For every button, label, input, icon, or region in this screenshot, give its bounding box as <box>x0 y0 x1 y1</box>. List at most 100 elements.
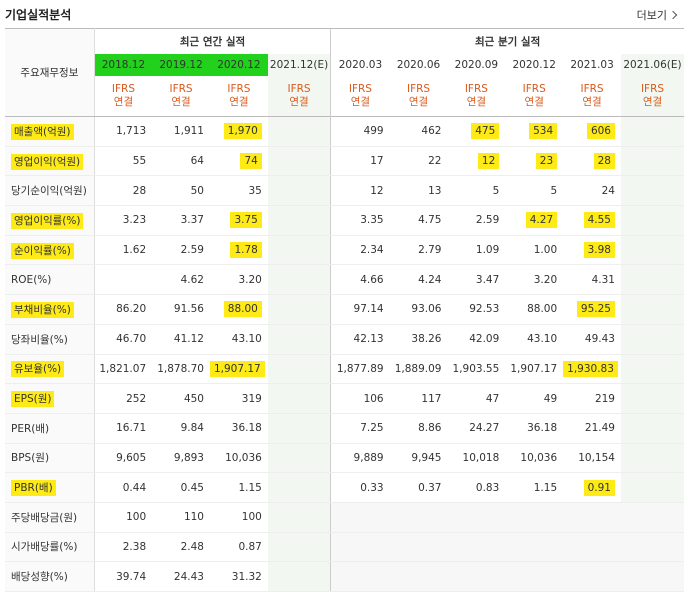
ifrs-tag: IFRS 연결 <box>152 76 210 117</box>
more-link[interactable]: 더보기 <box>637 7 678 23</box>
table-cell: 1,821.07 <box>94 354 153 385</box>
table-row: 당기순이익(억원) 28 50 35 12 13 5 5 24 <box>5 175 684 207</box>
ifrs-label: IFRS <box>464 83 488 95</box>
table-row: 주당배당금(원) 100 110 100 <box>5 501 684 533</box>
cell-value: 92.53 <box>469 303 500 316</box>
table-cell: 28 <box>563 146 621 177</box>
cell-value: 219 <box>594 392 615 405</box>
cell-value: 24 <box>601 184 615 197</box>
table-cell: 21.49 <box>563 413 621 444</box>
table-cell: 2.48 <box>152 532 210 563</box>
table-cell: 95.25 <box>563 294 621 325</box>
ifrs-tag: IFRS 연결 <box>94 76 152 117</box>
table-cell: 1,970 <box>209 116 268 147</box>
side-header: 주요재무정보 <box>5 28 95 117</box>
table-cell <box>267 561 331 592</box>
cell-value: 24.43 <box>173 570 204 583</box>
row-label: PER(배) <box>5 413 95 444</box>
table-cell: 46.70 <box>94 324 153 355</box>
period-annual-2: 2020.12 <box>209 54 268 76</box>
table-cell: 28 <box>94 175 153 207</box>
table-cell: 9,605 <box>94 443 153 474</box>
table-cell <box>267 205 331 236</box>
table-cell: 2.34 <box>330 235 390 266</box>
table-cell: 10,018 <box>447 443 506 474</box>
cell-value: 43.10 <box>231 333 262 346</box>
row-label: 영업이익률(%) <box>5 205 95 236</box>
table-cell <box>267 146 331 177</box>
ifrs-label: IFRS <box>111 83 136 95</box>
ifrs-label: IFRS <box>522 83 546 95</box>
row-label-text: 당좌비율(%) <box>11 333 68 346</box>
ifrs-basis: 연결 <box>350 96 371 108</box>
cell-value: 252 <box>126 392 147 405</box>
ifrs-tag: IFRS 연결 <box>267 76 331 117</box>
financial-table: 주요재무정보 최근 연간 실적 최근 분기 실적 2018.12 2019.12 2… <box>5 28 684 592</box>
table-cell: 4.75 <box>389 205 448 236</box>
table-cell: 1,877.89 <box>330 354 390 385</box>
cell-value: 1,903.55 <box>452 362 500 375</box>
table-cell: 7.25 <box>330 413 390 444</box>
table-cell: 1,930.83 <box>563 354 621 385</box>
cell-value: 24.27 <box>469 422 500 435</box>
table-cell <box>620 532 684 563</box>
table-cell: 5 <box>447 175 506 207</box>
ifrs-basis: 연결 <box>582 96 602 108</box>
cell-value: 8.86 <box>418 422 442 435</box>
cell-value: 95.25 <box>576 301 615 318</box>
cell-value: 1,821.07 <box>99 362 147 375</box>
cell-value: 7.25 <box>360 422 384 435</box>
table-cell <box>330 561 390 592</box>
cell-value: 74 <box>240 153 262 170</box>
table-row: 영업이익률(%) 3.23 3.37 3.75 3.35 4.75 2.59 4.27 4.55 <box>5 205 684 236</box>
ifrs-basis: 연결 <box>642 96 663 108</box>
cell-value: 46.70 <box>116 333 147 346</box>
table-cell: 22 <box>389 146 448 177</box>
cell-value: 49 <box>543 392 558 405</box>
table-cell: 86.20 <box>94 294 153 325</box>
table-cell: 9.84 <box>152 413 210 444</box>
cell-value: 49.43 <box>584 333 615 346</box>
table-cell: 4.27 <box>505 205 564 236</box>
table-cell: 93.06 <box>389 294 448 325</box>
table-cell <box>447 532 506 563</box>
table-row: BPS(원) 9,605 9,893 10,036 9,889 9,945 10,018 10… <box>5 443 684 474</box>
cell-value: 0.83 <box>475 481 500 494</box>
ifrs-tag: IFRS 연결 <box>620 76 684 117</box>
period-quarter-1: 2020.06 <box>396 59 441 71</box>
period-annual-1: 2019.12 <box>152 54 210 76</box>
table-cell: 0.45 <box>152 472 210 503</box>
cell-value: 91.56 <box>173 303 204 316</box>
table-cell <box>620 443 684 474</box>
table-cell: 41.12 <box>152 324 210 355</box>
row-label: 매출액(억원) <box>5 116 95 147</box>
cell-value: 10,036 <box>225 451 262 464</box>
table-cell: 9,889 <box>330 443 390 474</box>
cell-value: 41.12 <box>173 333 204 346</box>
table-cell <box>563 532 621 563</box>
ifrs-label: IFRS <box>169 83 193 95</box>
table-cell: 450 <box>152 383 210 414</box>
table-cell: 10,154 <box>563 443 621 474</box>
table-cell: 43.10 <box>209 324 268 355</box>
cell-value: 475 <box>471 123 500 140</box>
table-cell <box>563 501 621 533</box>
chevron-right-icon <box>668 10 678 20</box>
table-cell: 10,036 <box>209 443 268 474</box>
table-cell: 219 <box>563 383 621 414</box>
cell-value: 1,878.70 <box>157 362 204 375</box>
cell-value: 4.31 <box>591 273 615 286</box>
cell-value: 1,911 <box>173 125 204 138</box>
cell-value: 319 <box>241 392 262 405</box>
table-cell <box>267 532 331 563</box>
cell-value: 0.45 <box>180 481 204 494</box>
cell-value: 38.26 <box>411 333 442 346</box>
table-cell: 1.78 <box>209 235 268 266</box>
table-cell: 3.47 <box>447 264 506 296</box>
row-label-text: 영업이익(억원) <box>11 153 84 170</box>
table-cell: 100 <box>209 501 268 533</box>
table-cell: 13 <box>389 175 448 207</box>
cell-value: 100 <box>126 511 147 524</box>
cell-value: 1.00 <box>533 244 558 257</box>
cell-value: 3.23 <box>122 214 147 227</box>
